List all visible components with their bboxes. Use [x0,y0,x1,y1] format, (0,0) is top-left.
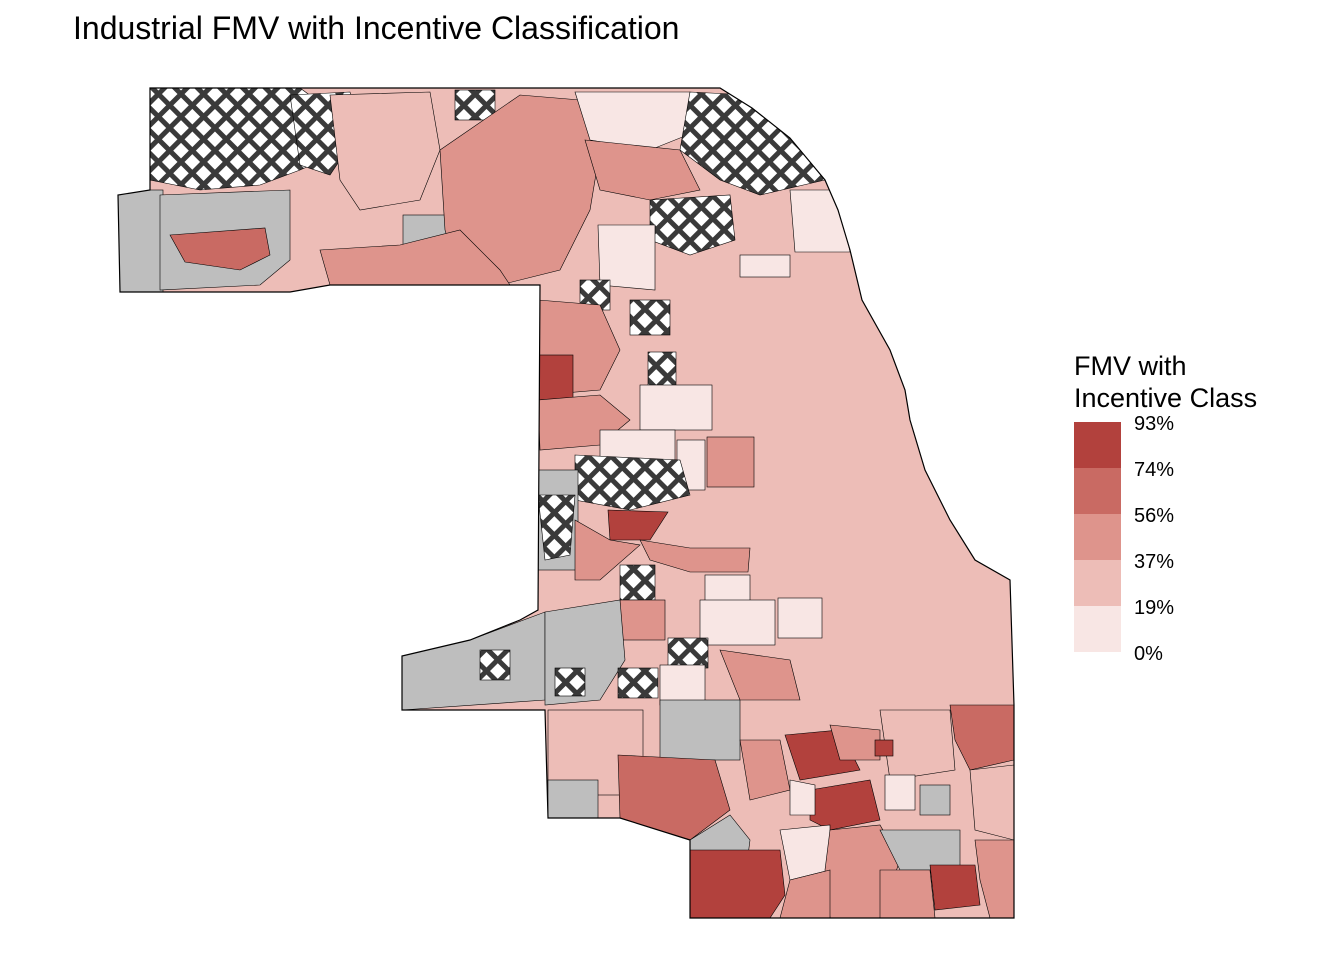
map-title: Industrial FMV with Incentive Classifica… [73,10,680,46]
region-hatched [647,351,677,389]
region-hatched [667,637,709,669]
legend-swatch-2 [1074,468,1121,514]
region-hatched [537,494,576,561]
region-37 [329,91,441,211]
region-19 [777,597,823,639]
legend-label-93: 93% [1134,413,1175,435]
region-56 [974,839,1014,918]
map-regions [118,88,1014,918]
region-19 [884,774,916,811]
legend-title-line-2: Incentive Class [1074,383,1258,413]
region-nodata [919,784,951,816]
region-hatched [619,564,656,601]
legend-swatch-3 [1074,514,1121,560]
region-74 [169,227,271,271]
region-93 [689,849,786,918]
region-hatched [454,89,496,121]
region-nodata [659,699,741,761]
region-hatched [617,667,659,699]
region-74 [949,704,1014,771]
choropleth-map [117,87,1015,919]
region-19 [659,664,706,706]
region-56 [574,519,641,581]
legend-keys: 93% 74% 56% 37% 19% 0% [1074,414,1274,665]
region-nodata [118,189,164,296]
legend: FMV with Incentive Class 93% 74% 56% 37%… [1074,350,1334,665]
region-93 [607,509,669,541]
legend-title: FMV with Incentive Class [1074,350,1334,414]
legend-label-0: 0% [1134,643,1163,665]
region-19 [574,91,701,151]
region-19 [597,224,656,291]
region-19 [639,384,713,431]
legend-swatch-1 [1074,422,1121,468]
county-outline [117,87,1015,919]
region-nodata [547,779,599,819]
region-37 [879,709,956,781]
region-19 [739,254,791,278]
region-19 [789,779,816,816]
legend-label-37: 37% [1134,551,1175,573]
legend-title-line-1: FMV with [1074,351,1187,381]
region-56 [779,869,831,918]
region-93 [534,354,574,401]
region-56 [639,539,751,573]
region-93 [929,864,981,911]
region-hatched [629,299,671,336]
region-19 [699,599,776,646]
region-56 [829,724,881,761]
region-74 [617,754,731,841]
legend-swatch-5 [1074,606,1121,652]
region-37 [969,764,1014,841]
legend-label-74: 74% [1134,459,1175,481]
region-56 [879,869,936,918]
legend-label-19: 19% [1134,597,1175,619]
region-56 [584,139,701,201]
region-56 [619,599,666,641]
legend-swatch-4 [1074,560,1121,606]
region-hatched [554,667,586,697]
region-19 [599,429,676,461]
region-nodata [401,611,546,711]
region-56 [706,436,755,488]
region-hatched [479,649,511,681]
legend-label-56: 56% [1134,505,1175,527]
region-93 [874,739,894,757]
region-56 [719,649,801,701]
